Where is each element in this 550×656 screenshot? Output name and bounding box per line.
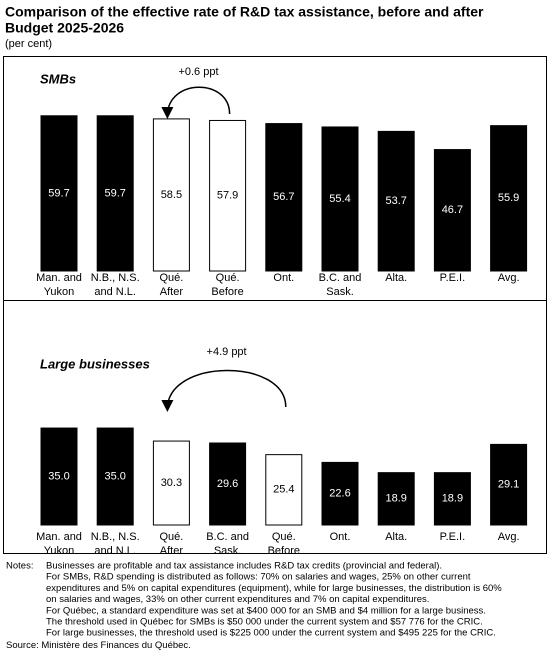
bar	[433, 472, 471, 526]
x-tick-label: Alta.	[385, 272, 407, 284]
bar	[377, 130, 415, 272]
source: Source: Ministère des Finances du Québec…	[6, 640, 191, 651]
value-label: 25.4	[273, 484, 294, 496]
bar	[490, 125, 528, 272]
value-label: 46.7	[442, 204, 463, 216]
x-tick-label: Qué. Before	[211, 272, 243, 298]
value-label: 58.5	[161, 189, 182, 201]
x-tick-label: Qué. Before	[268, 531, 300, 557]
x-tick-label: Ont.	[330, 531, 351, 543]
value-label: 59.7	[48, 187, 69, 199]
chart-frame	[3, 56, 547, 554]
value-label: 30.3	[161, 477, 182, 489]
value-label: 53.7	[385, 195, 406, 207]
note-line: For Québec, a standard expenditure was s…	[46, 605, 486, 616]
x-tick-label: Ont.	[273, 272, 294, 284]
note-line: The threshold used in Québec for SMBs is…	[46, 617, 483, 628]
bar	[40, 427, 78, 526]
x-tick-label: P.E.I.	[440, 272, 465, 284]
value-label: 55.4	[329, 193, 350, 205]
bar	[265, 123, 303, 272]
value-label: 22.6	[329, 488, 350, 500]
bar	[490, 443, 528, 526]
x-tick-label: Qué. After	[159, 272, 183, 298]
x-tick-label: Avg.	[498, 272, 520, 284]
value-label: 29.1	[498, 479, 519, 491]
bar	[96, 115, 134, 272]
bar	[152, 440, 190, 526]
x-tick-label: Man. and Yukon	[36, 531, 82, 557]
annotation: +4.9 ppt	[207, 346, 247, 358]
notes-label: Notes:	[6, 561, 33, 572]
title-line: Comparison of the effective rate of R&D …	[5, 4, 484, 20]
x-tick-label: Qué. After	[159, 531, 183, 557]
value-label: 57.9	[217, 190, 238, 202]
subtitle: (per cent)	[5, 38, 52, 50]
chart-title: SMBs	[40, 71, 76, 86]
bar	[96, 427, 134, 526]
note-line: on salaries and wages, 33% on other curr…	[46, 594, 429, 605]
value-label: 55.9	[498, 192, 519, 204]
value-label: 29.6	[217, 478, 238, 490]
annotation-arrow	[161, 369, 287, 412]
annotation: +0.6 ppt	[178, 66, 218, 78]
x-tick-label: Avg.	[498, 531, 520, 543]
bar	[209, 442, 247, 526]
bar	[433, 149, 471, 272]
x-tick-label: Man. and Yukon	[36, 272, 82, 298]
x-tick-label: Alta.	[385, 531, 407, 543]
value-label: 56.7	[273, 191, 294, 203]
x-tick-label: B.C. and Sask.	[206, 531, 249, 557]
title-line: Budget 2025-2026	[5, 20, 124, 36]
x-tick-label: P.E.I.	[440, 531, 465, 543]
bar	[321, 126, 359, 272]
value-label: 59.7	[104, 187, 125, 199]
annotation-arrow	[161, 86, 231, 119]
chart-title: Large businesses	[40, 356, 150, 371]
bar	[209, 119, 247, 272]
value-label: 18.9	[385, 493, 406, 505]
value-label: 18.9	[442, 493, 463, 505]
bar	[40, 115, 78, 272]
value-label: 35.0	[48, 470, 69, 482]
bar	[265, 454, 303, 526]
note-line: For large businesses, the threshold used…	[46, 628, 496, 639]
note-line: Businesses are profitable and tax assist…	[46, 561, 442, 572]
bar	[321, 461, 359, 526]
note-line: For SMBs, R&D spending is distributed as…	[46, 572, 471, 583]
bar	[377, 472, 415, 526]
x-tick-label: B.C. and Sask.	[319, 272, 362, 298]
x-tick-label: N.B., N.S. and N.L.	[91, 272, 140, 298]
note-line: expenditures and 5% on capital expenditu…	[46, 583, 502, 594]
bar	[152, 118, 190, 272]
value-label: 35.0	[104, 470, 125, 482]
x-tick-label: N.B., N.S. and N.L.	[91, 531, 140, 557]
